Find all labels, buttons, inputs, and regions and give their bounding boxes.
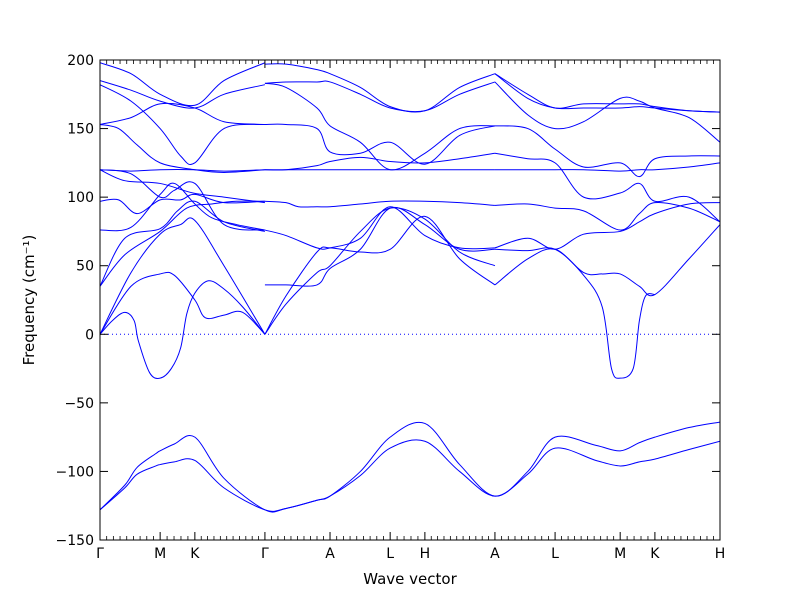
x-tick-label: K: [190, 546, 200, 562]
branch-line-31: [494, 202, 720, 250]
branch-line-13: [100, 123, 265, 173]
x-tick-label: A: [325, 546, 335, 562]
branch-line-18: [264, 207, 496, 335]
branch-line-2: [100, 439, 720, 512]
branch-line-28: [264, 63, 496, 113]
branch-line-14: [100, 102, 265, 125]
y-tick-label: 150: [67, 122, 94, 138]
branch-line-22: [264, 200, 495, 208]
branch-line-20: [264, 206, 495, 287]
x-tick-label: L: [386, 546, 394, 562]
x-tick-label: M: [614, 546, 626, 562]
y-tick-label: 100: [67, 190, 94, 206]
branch-line-4: [100, 271, 266, 335]
branch-line-17: [100, 62, 266, 107]
branch-line-36: [494, 81, 720, 143]
x-tick-label: K: [650, 546, 660, 562]
branch-line-5: [100, 200, 265, 287]
y-tick-label: −100: [56, 464, 94, 480]
branch-line-38: [494, 73, 720, 113]
plot-frame: [99, 59, 721, 541]
branch-line-21: [264, 206, 495, 250]
branch-line-34: [494, 152, 720, 223]
x-tick-label: M: [154, 546, 166, 562]
branch-line-25: [264, 123, 496, 165]
branch-line-33: [494, 162, 720, 172]
branch-line-8: [100, 193, 265, 215]
x-tick-label: Γ: [261, 546, 269, 562]
branch-line-9: [100, 182, 266, 232]
y-tick-label: 0: [85, 327, 94, 343]
branch-line-27: [264, 80, 496, 113]
y-tick-label: −50: [64, 396, 94, 412]
branch-line-16: [100, 80, 266, 109]
branch-line-10: [100, 169, 265, 204]
y-tick-label: −150: [56, 533, 94, 549]
x-tick-label: H: [715, 546, 726, 562]
branch-line-6: [100, 217, 266, 335]
branch-line-3: [100, 280, 266, 379]
branch-line-32: [494, 201, 720, 231]
branch-line-11: [100, 169, 265, 231]
x-tick-label: A: [490, 546, 500, 562]
branch-line-24: [264, 152, 496, 171]
branch-line-35: [494, 125, 720, 178]
y-tick-label: 50: [76, 259, 94, 275]
branch-line-30: [494, 247, 655, 379]
branch-line-29: [494, 224, 720, 297]
x-tick-label: L: [551, 546, 559, 562]
x-tick-label: H: [420, 546, 431, 562]
y-tick-label: 200: [67, 53, 94, 69]
branch-line-7: [100, 200, 266, 287]
branch-line-15: [100, 84, 265, 166]
branch-line-1: [100, 421, 720, 513]
branch-line-12: [100, 169, 265, 172]
branch-line-26: [264, 82, 495, 171]
x-tick-label: Γ: [96, 546, 104, 562]
y-axis-title: Frequency (cm⁻¹): [20, 235, 38, 366]
branch-line-19: [264, 215, 496, 335]
x-axis-title: Wave vector: [363, 570, 457, 588]
